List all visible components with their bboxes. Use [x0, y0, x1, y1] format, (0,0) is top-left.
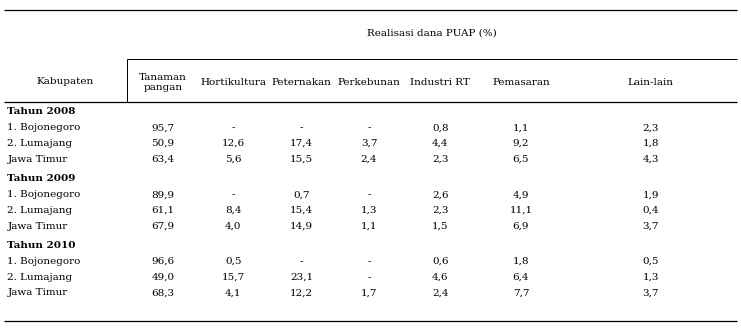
Text: 0,5: 0,5 [642, 257, 659, 266]
Text: 23,1: 23,1 [290, 273, 313, 282]
Text: 12,6: 12,6 [222, 139, 245, 148]
Text: -: - [368, 123, 370, 133]
Text: 12,2: 12,2 [290, 288, 313, 297]
Text: 17,4: 17,4 [290, 139, 313, 148]
Text: -: - [300, 257, 303, 266]
Text: 4,1: 4,1 [225, 288, 242, 297]
Text: 3,7: 3,7 [361, 139, 377, 148]
Text: 6,9: 6,9 [513, 222, 529, 231]
Text: 11,1: 11,1 [509, 206, 533, 215]
Text: 15,4: 15,4 [290, 206, 313, 215]
Text: Realisasi dana PUAP (%): Realisasi dana PUAP (%) [368, 28, 497, 37]
Text: -: - [368, 190, 370, 199]
Text: 1,1: 1,1 [361, 222, 377, 231]
Text: 5,6: 5,6 [225, 155, 242, 164]
Text: Tahun 2009: Tahun 2009 [7, 174, 76, 183]
Text: 2,3: 2,3 [432, 206, 448, 215]
Text: 15,5: 15,5 [290, 155, 313, 164]
Text: 4,0: 4,0 [225, 222, 242, 231]
Text: 1,8: 1,8 [642, 139, 659, 148]
Text: 2,6: 2,6 [432, 190, 448, 199]
Text: Perkebunan: Perkebunan [338, 78, 400, 87]
Text: 4,6: 4,6 [432, 273, 448, 282]
Text: 0,5: 0,5 [225, 257, 242, 266]
Text: -: - [232, 190, 235, 199]
Text: 2. Lumajang: 2. Lumajang [7, 273, 73, 282]
Text: 3,7: 3,7 [642, 288, 659, 297]
Text: 6,5: 6,5 [513, 155, 529, 164]
Text: Lain-lain: Lain-lain [628, 78, 674, 87]
Text: Jawa Timur: Jawa Timur [7, 155, 67, 164]
Text: 67,9: 67,9 [151, 222, 175, 231]
Text: 2,4: 2,4 [361, 155, 377, 164]
Text: Jawa Timur: Jawa Timur [7, 288, 67, 297]
Text: Tahun 2008: Tahun 2008 [7, 107, 76, 116]
Text: -: - [300, 123, 303, 133]
Text: 2,3: 2,3 [432, 155, 448, 164]
Text: 4,4: 4,4 [432, 139, 448, 148]
Text: 61,1: 61,1 [151, 206, 175, 215]
Text: 1. Bojonegoro: 1. Bojonegoro [7, 257, 81, 266]
Text: Tahun 2010: Tahun 2010 [7, 241, 76, 250]
Text: 1,9: 1,9 [642, 190, 659, 199]
Text: 63,4: 63,4 [151, 155, 175, 164]
Text: 7,7: 7,7 [513, 288, 529, 297]
Text: 0,8: 0,8 [432, 123, 448, 133]
Text: 1,1: 1,1 [513, 123, 529, 133]
Text: 0,4: 0,4 [642, 206, 659, 215]
Text: -: - [232, 123, 235, 133]
Text: Hortikultura: Hortikultura [200, 78, 267, 87]
Text: 2. Lumajang: 2. Lumajang [7, 139, 73, 148]
Text: Pemasaran: Pemasaran [492, 78, 550, 87]
Text: 1,7: 1,7 [361, 288, 377, 297]
Text: 0,6: 0,6 [432, 257, 448, 266]
Text: 3,7: 3,7 [642, 222, 659, 231]
Text: 1,3: 1,3 [642, 273, 659, 282]
Text: 1,8: 1,8 [513, 257, 529, 266]
Text: -: - [368, 273, 370, 282]
Text: Kabupaten: Kabupaten [37, 77, 94, 86]
Text: 49,0: 49,0 [151, 273, 175, 282]
Text: 2,4: 2,4 [432, 288, 448, 297]
Text: 96,6: 96,6 [151, 257, 175, 266]
Text: 1,5: 1,5 [432, 222, 448, 231]
Text: 8,4: 8,4 [225, 206, 242, 215]
Text: 89,9: 89,9 [151, 190, 175, 199]
Text: 4,9: 4,9 [513, 190, 529, 199]
Text: 2,3: 2,3 [642, 123, 659, 133]
Text: 1. Bojonegoro: 1. Bojonegoro [7, 123, 81, 133]
Text: 4,3: 4,3 [642, 155, 659, 164]
Text: 50,9: 50,9 [151, 139, 175, 148]
Text: 1. Bojonegoro: 1. Bojonegoro [7, 190, 81, 199]
Text: 0,7: 0,7 [293, 190, 310, 199]
Text: 95,7: 95,7 [151, 123, 175, 133]
Text: 1,3: 1,3 [361, 206, 377, 215]
Text: 68,3: 68,3 [151, 288, 175, 297]
Text: Tanaman
pangan: Tanaman pangan [139, 73, 187, 92]
Text: 15,7: 15,7 [222, 273, 245, 282]
Text: Jawa Timur: Jawa Timur [7, 222, 67, 231]
Text: -: - [368, 257, 370, 266]
Text: 6,4: 6,4 [513, 273, 529, 282]
Text: Peternakan: Peternakan [272, 78, 331, 87]
Text: 9,2: 9,2 [513, 139, 529, 148]
Text: Industri RT: Industri RT [411, 78, 470, 87]
Text: 2. Lumajang: 2. Lumajang [7, 206, 73, 215]
Text: 14,9: 14,9 [290, 222, 313, 231]
